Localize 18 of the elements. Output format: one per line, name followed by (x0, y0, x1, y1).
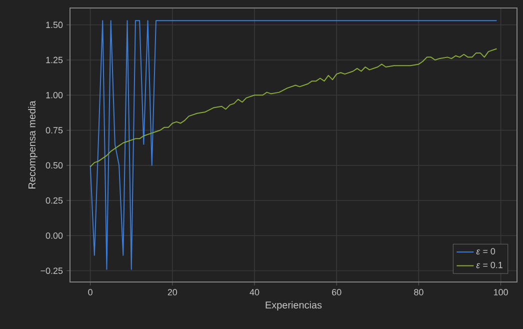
x-tick-label: 100 (494, 289, 508, 296)
y-tick-label: 0.00 (46, 232, 63, 239)
x-tick-label: 0 (88, 289, 92, 296)
legend-label: ε = 0 (476, 248, 496, 254)
y-tick-label: 1.50 (46, 22, 63, 28)
y-tick-label: 0.75 (46, 127, 63, 134)
y-tick-label: 0.25 (46, 197, 63, 204)
y-axis-title: Recompensa media (28, 100, 38, 188)
x-tick-label: 80 (414, 289, 424, 296)
y-tick-label: 0.50 (46, 162, 63, 169)
x-tick-label: 20 (168, 289, 178, 296)
y-tick-label: 1.25 (46, 56, 63, 64)
legend-label: ε = 0.1 (476, 262, 502, 268)
x-tick-label: 60 (332, 289, 342, 296)
y-tick-label: 1.00 (46, 92, 63, 98)
x-axis-title: Experiencias (266, 301, 322, 310)
x-tick-label: 40 (250, 289, 260, 296)
y-tick-label: −0.25 (40, 268, 63, 274)
